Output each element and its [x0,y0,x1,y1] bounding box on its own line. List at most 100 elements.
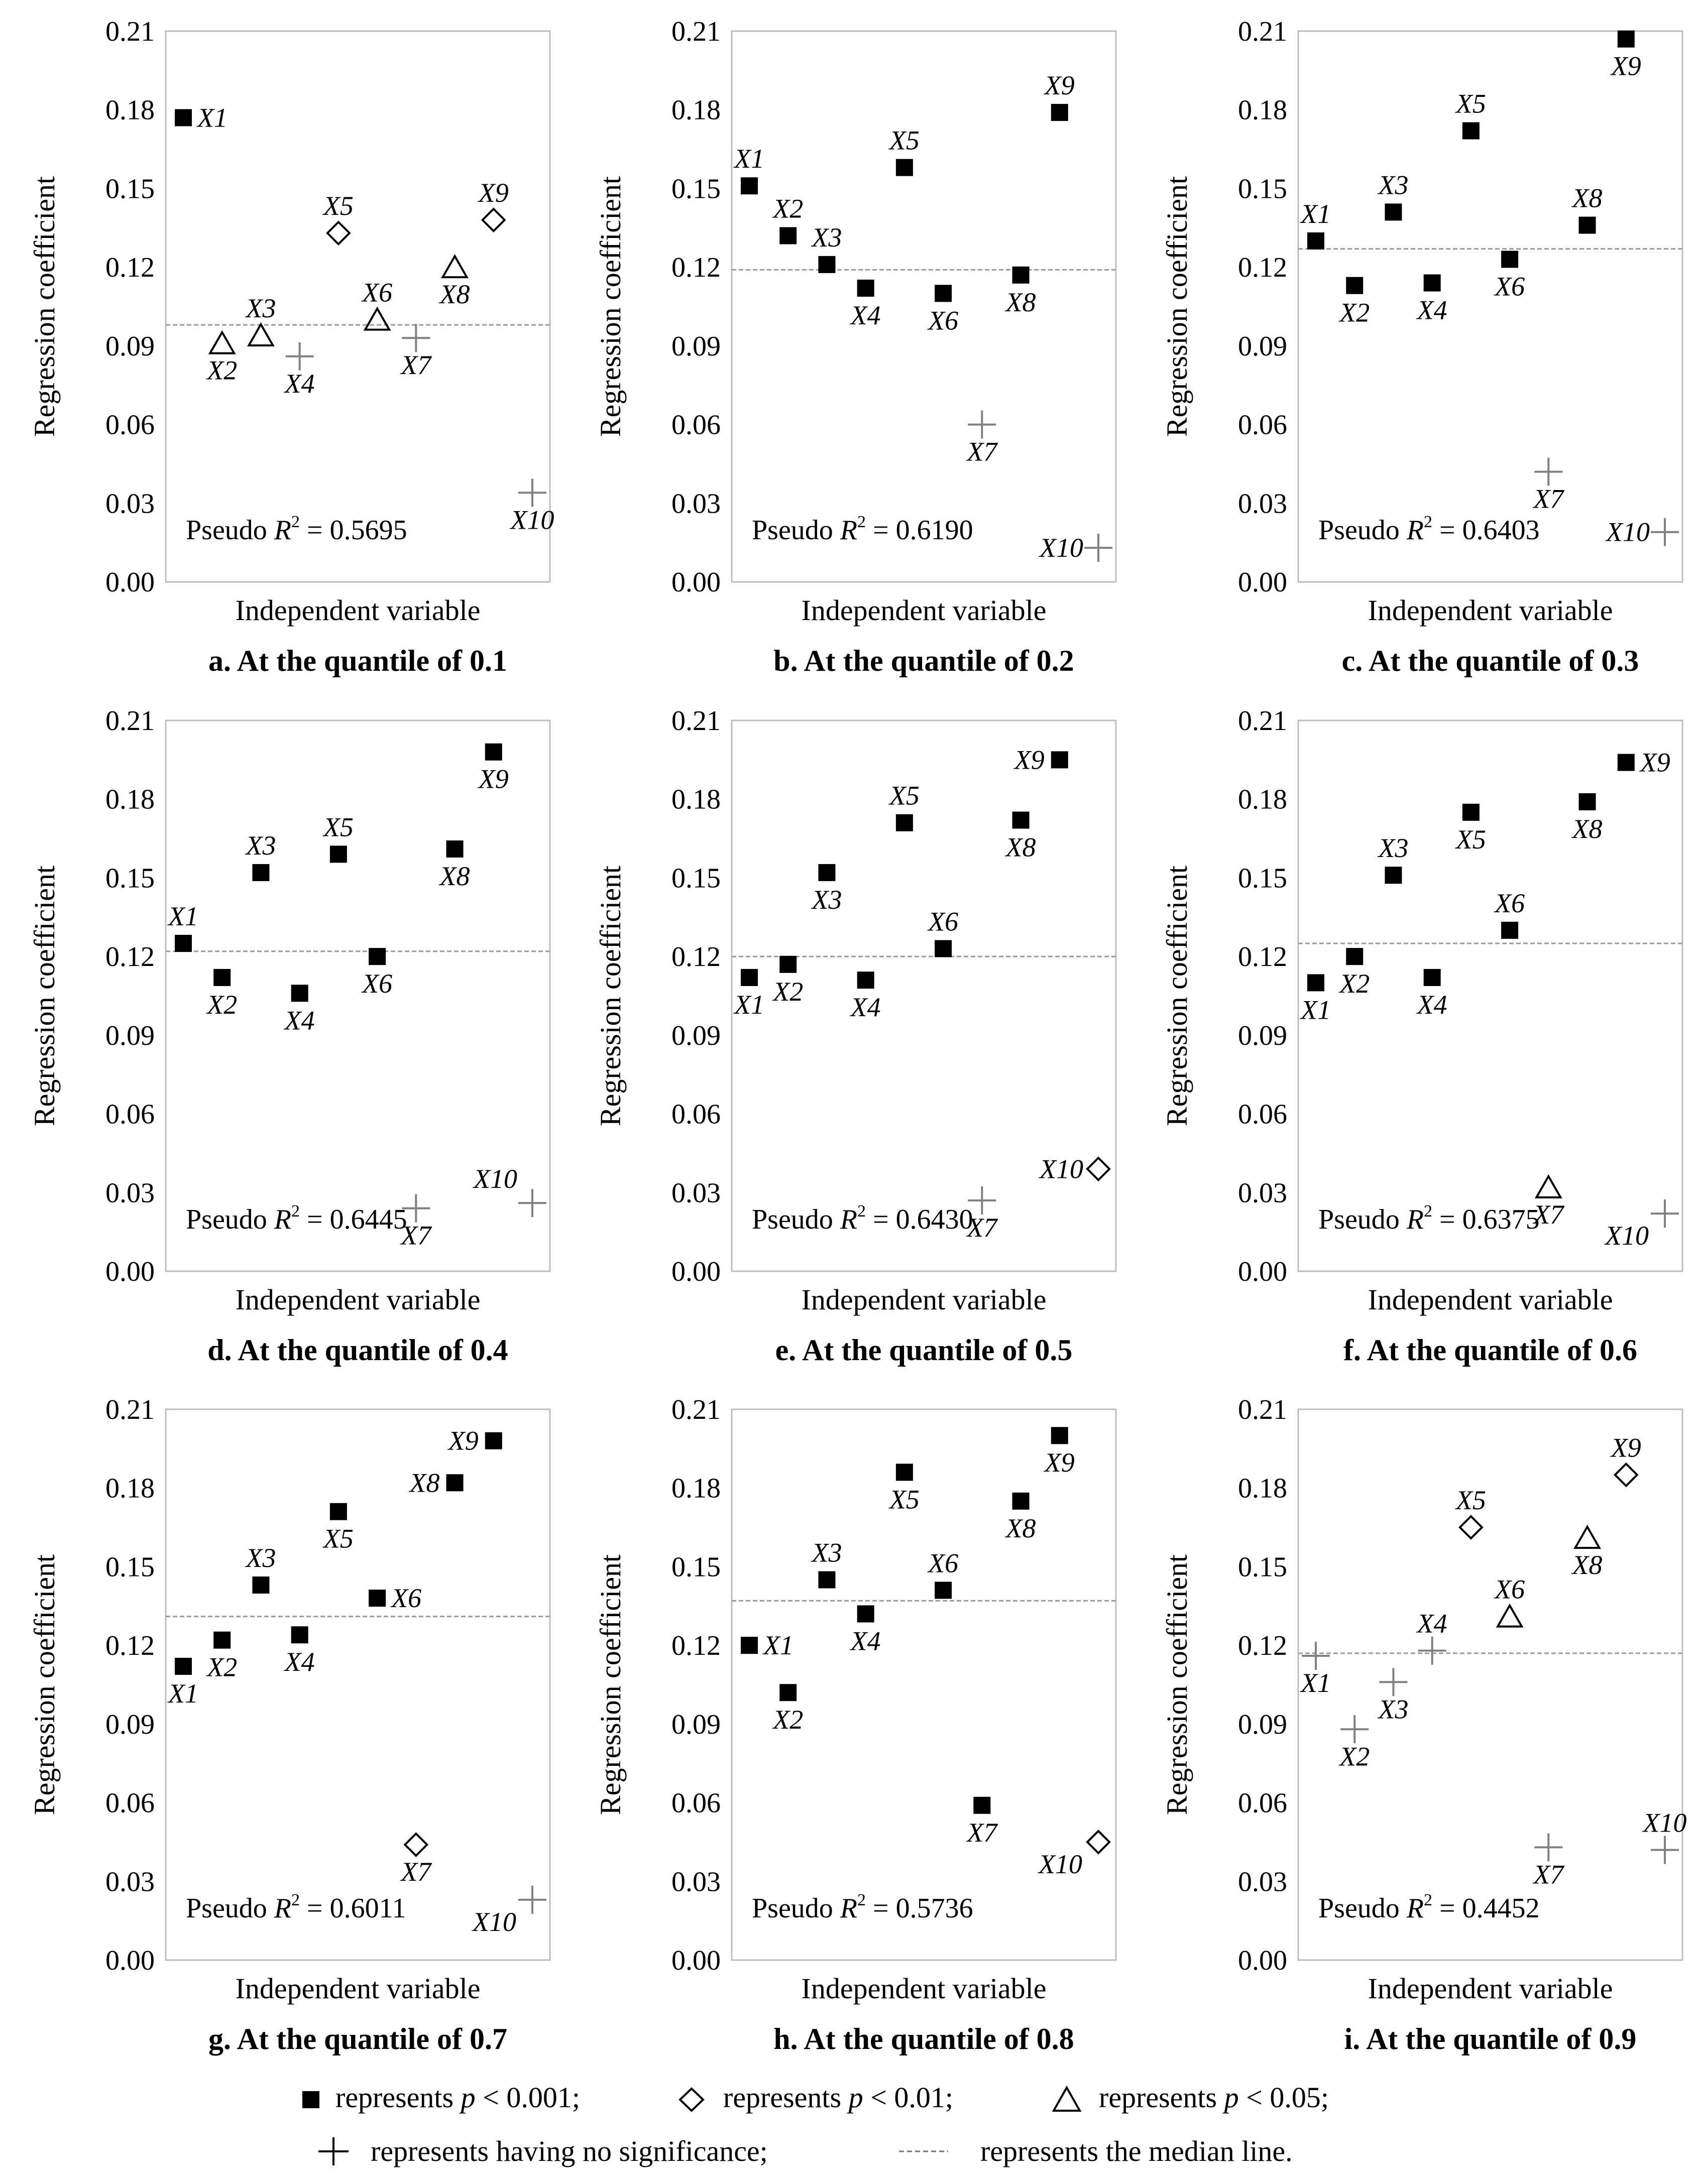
point-x1 [741,177,758,195]
point-x4 [1423,968,1441,986]
point-label-x6: X6 [1494,1574,1525,1605]
x-axis-label: Independent variable [236,594,481,627]
point-x2 [1340,1715,1369,1744]
y-tick-label: 0.18 [671,784,721,815]
y-tick-label: 0.12 [105,1630,155,1661]
y-tick-label: 0.00 [671,567,721,598]
y-tick-label: 0.06 [1238,410,1287,441]
y-tick-label: 0.18 [1238,784,1287,815]
point-x6 [1496,1603,1524,1628]
point-x8 [1012,1492,1030,1510]
point-label-x1: X1 [196,102,228,133]
point-x10 [1651,1199,1679,1228]
point-x1 [741,968,758,986]
y-tick-label: 0.00 [105,1256,155,1287]
point-label-x4: X4 [284,369,315,399]
y-tick-label: 0.03 [671,488,721,519]
point-x3 [252,864,270,881]
point-x4 [285,342,314,371]
point-x1 [175,109,192,127]
point-x8 [1012,811,1030,829]
point-label-x5: X5 [888,1484,920,1514]
point-x7 [1534,1174,1562,1198]
point-label-x10: X10 [473,1164,517,1194]
point-label-x2: X2 [1338,298,1370,328]
point-x10 [1086,1156,1111,1182]
point-x1 [1307,974,1324,992]
point-x7 [973,1796,991,1814]
y-tick-label: 0.21 [671,1394,721,1425]
point-label-x1: X1 [1300,995,1331,1025]
y-tick-label: 0.03 [1238,1866,1287,1897]
point-x4 [857,279,874,297]
y-tick-label: 0.15 [105,863,155,894]
point-x4 [857,1605,874,1623]
y-tick-label: 0.18 [105,95,155,126]
y-tick-label: 0.12 [671,941,721,973]
point-x6 [1501,921,1519,939]
legend-square-marker [302,2091,319,2108]
point-label-x9: X9 [1610,51,1641,81]
plot-frame [731,719,1117,1272]
y-tick-label: 0.00 [1238,567,1287,598]
point-x9 [1613,1462,1639,1488]
point-label-x10: X10 [472,1907,516,1937]
point-x6 [1501,251,1519,268]
y-tick-label: 0.12 [105,252,155,283]
point-label-x7: X7 [1532,484,1564,514]
point-label-x5: X5 [1455,824,1486,855]
point-label-x5: X5 [888,781,920,811]
point-x7 [402,324,430,352]
point-label-x10: X10 [1038,1849,1082,1879]
plot-frame [731,30,1117,583]
plot-frame [165,719,551,1272]
point-label-x4: X4 [284,1005,315,1035]
point-x6 [363,306,391,331]
point-x6 [935,285,952,302]
x-axis-label: Independent variable [1368,594,1613,627]
y-axis-label: Regression coefficient [1161,176,1193,437]
y-tick-label: 0.09 [105,1020,155,1051]
point-x10 [518,478,546,507]
plot-frame [1297,719,1683,1272]
point-label-x4: X4 [1416,295,1447,325]
y-tick-label: 0.18 [1238,95,1287,126]
y-tick-label: 0.09 [1238,331,1287,362]
point-x2 [1346,948,1364,965]
y-tick-label: 0.09 [105,1709,155,1740]
legend-item-plus: represents having no significance; [371,2135,768,2167]
point-x5 [895,1464,913,1481]
point-label-x8: X8 [1571,1550,1603,1580]
chart-panel-g: 0.21 0.18 0.15 0.12 0.09 0.06 0.03 0.00 Regressi… [28,1394,551,2055]
y-tick-label: 0.18 [671,95,721,126]
y-tick-label: 0.09 [1238,1709,1287,1740]
point-label-x9: X9 [478,178,509,208]
y-tick-label: 0.03 [671,1177,721,1208]
y-tick-label: 0.06 [1238,1788,1287,1819]
y-tick-label: 0.21 [105,705,155,737]
y-tick-label: 0.15 [671,863,721,894]
point-x1 [175,1657,192,1675]
point-x8 [1012,266,1030,284]
point-label-x6: X6 [927,305,958,335]
y-tick-label: 0.06 [671,410,721,441]
y-tick-label: 0.00 [105,1945,155,1976]
point-label-x2: X2 [1338,968,1370,999]
point-x10 [1084,534,1112,562]
pseudo-r2-label: Pseudo R2 = 0.5695 [186,513,407,546]
y-tick-label: 0.12 [1238,252,1287,283]
pseudo-r2-label: Pseudo R2 = 0.6011 [186,1891,406,1924]
y-tick-label: 0.21 [105,1394,155,1425]
y-tick-label: 0.09 [671,331,721,362]
point-x8 [1578,793,1596,810]
y-tick-label: 0.00 [671,1256,721,1287]
plot-frame [165,1408,551,1961]
point-label-x10: X10 [1605,517,1650,547]
x-axis-label: Independent variable [236,1972,481,2005]
y-tick-label: 0.03 [105,1177,155,1208]
point-label-x4: X4 [850,300,881,330]
y-axis-label: Regression coefficient [28,1554,61,1815]
chart-panel-i: 0.21 0.18 0.15 0.12 0.09 0.06 0.03 0.00 Regressi… [1161,1394,1687,2055]
y-tick-label: 0.06 [671,1099,721,1130]
